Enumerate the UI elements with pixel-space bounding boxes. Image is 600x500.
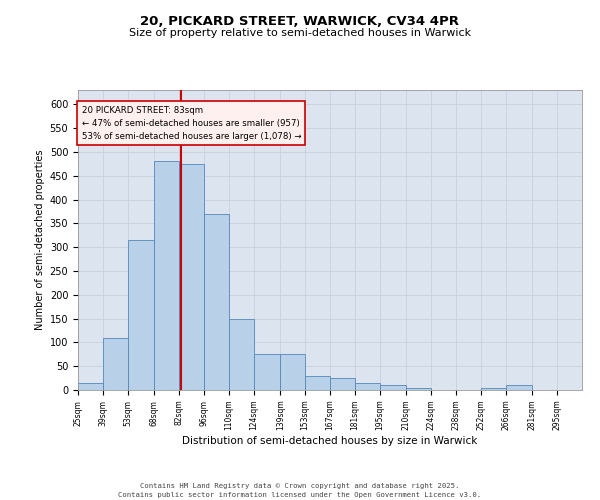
Y-axis label: Number of semi-detached properties: Number of semi-detached properties (35, 150, 46, 330)
Bar (154, 162, 179, 390)
Bar (406, 388, 431, 390)
Bar (254, 354, 280, 390)
Bar (305, 376, 330, 390)
Bar (355, 383, 380, 390)
Bar (103, 338, 128, 390)
Bar (128, 240, 154, 390)
Bar (506, 385, 532, 390)
Bar (204, 214, 229, 390)
X-axis label: Distribution of semi-detached houses by size in Warwick: Distribution of semi-detached houses by … (182, 436, 478, 446)
Bar (481, 388, 506, 390)
Bar (380, 385, 406, 390)
Text: Size of property relative to semi-detached houses in Warwick: Size of property relative to semi-detach… (129, 28, 471, 38)
Text: 20 PICKARD STREET: 83sqm
← 47% of semi-detached houses are smaller (957)
53% of : 20 PICKARD STREET: 83sqm ← 47% of semi-d… (82, 106, 301, 141)
Bar (280, 354, 305, 390)
Bar (330, 378, 355, 390)
Bar (179, 164, 204, 390)
Bar (78, 383, 103, 390)
Text: 20, PICKARD STREET, WARWICK, CV34 4PR: 20, PICKARD STREET, WARWICK, CV34 4PR (140, 15, 460, 28)
Bar (229, 318, 254, 390)
Text: Contains HM Land Registry data © Crown copyright and database right 2025.
Contai: Contains HM Land Registry data © Crown c… (118, 483, 482, 498)
